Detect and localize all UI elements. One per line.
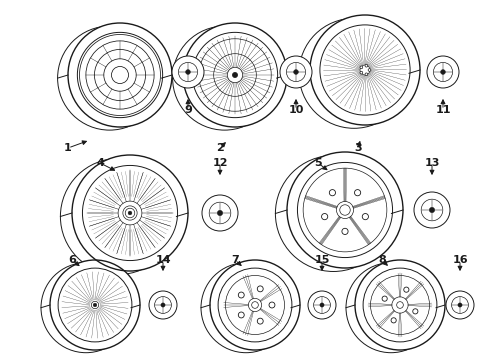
Ellipse shape xyxy=(269,302,275,308)
Ellipse shape xyxy=(238,292,244,298)
Ellipse shape xyxy=(362,213,368,220)
Ellipse shape xyxy=(68,23,172,127)
Text: 1: 1 xyxy=(64,143,72,153)
Ellipse shape xyxy=(382,296,387,301)
Ellipse shape xyxy=(50,260,140,350)
Ellipse shape xyxy=(404,287,409,292)
Ellipse shape xyxy=(340,205,350,215)
Ellipse shape xyxy=(238,312,244,318)
Ellipse shape xyxy=(397,302,403,308)
Ellipse shape xyxy=(294,69,298,75)
Ellipse shape xyxy=(429,207,435,213)
Text: 9: 9 xyxy=(184,105,192,115)
Ellipse shape xyxy=(458,303,462,307)
Text: 5: 5 xyxy=(314,158,322,168)
Ellipse shape xyxy=(360,71,363,74)
Ellipse shape xyxy=(441,69,445,75)
Text: 15: 15 xyxy=(314,255,330,265)
Ellipse shape xyxy=(354,190,361,196)
Ellipse shape xyxy=(329,190,336,196)
Ellipse shape xyxy=(310,15,420,125)
Ellipse shape xyxy=(287,152,403,268)
Text: 16: 16 xyxy=(452,255,468,265)
Ellipse shape xyxy=(342,228,348,234)
Ellipse shape xyxy=(232,72,238,77)
Ellipse shape xyxy=(446,291,474,319)
Text: 4: 4 xyxy=(96,158,104,168)
Ellipse shape xyxy=(172,56,204,88)
Text: 13: 13 xyxy=(424,158,440,168)
Ellipse shape xyxy=(91,301,98,309)
Ellipse shape xyxy=(360,66,363,69)
Ellipse shape xyxy=(321,213,328,220)
Ellipse shape xyxy=(365,64,368,67)
Ellipse shape xyxy=(149,291,177,319)
Ellipse shape xyxy=(427,56,459,88)
Text: 10: 10 xyxy=(288,105,304,115)
Ellipse shape xyxy=(360,65,370,75)
Ellipse shape xyxy=(128,211,132,215)
Text: 11: 11 xyxy=(435,105,451,115)
Ellipse shape xyxy=(93,303,97,307)
Ellipse shape xyxy=(202,195,238,231)
Ellipse shape xyxy=(391,318,396,323)
Ellipse shape xyxy=(161,303,165,307)
Ellipse shape xyxy=(355,260,445,350)
Ellipse shape xyxy=(210,260,300,350)
Ellipse shape xyxy=(186,69,191,75)
Text: 8: 8 xyxy=(378,255,386,265)
Text: 12: 12 xyxy=(212,158,228,168)
Ellipse shape xyxy=(368,69,371,71)
Text: 14: 14 xyxy=(155,255,171,265)
Ellipse shape xyxy=(125,208,135,218)
Text: 2: 2 xyxy=(216,143,224,153)
Ellipse shape xyxy=(413,309,418,314)
Ellipse shape xyxy=(320,303,324,307)
Ellipse shape xyxy=(257,318,263,324)
Text: 3: 3 xyxy=(354,143,362,153)
Ellipse shape xyxy=(414,192,450,228)
Ellipse shape xyxy=(252,302,258,308)
Ellipse shape xyxy=(183,23,287,127)
Ellipse shape xyxy=(72,155,188,271)
Ellipse shape xyxy=(280,56,312,88)
Text: 7: 7 xyxy=(231,255,239,265)
Text: 6: 6 xyxy=(68,255,76,265)
Ellipse shape xyxy=(365,73,368,76)
Ellipse shape xyxy=(257,286,263,292)
Ellipse shape xyxy=(308,291,336,319)
Ellipse shape xyxy=(217,210,222,216)
